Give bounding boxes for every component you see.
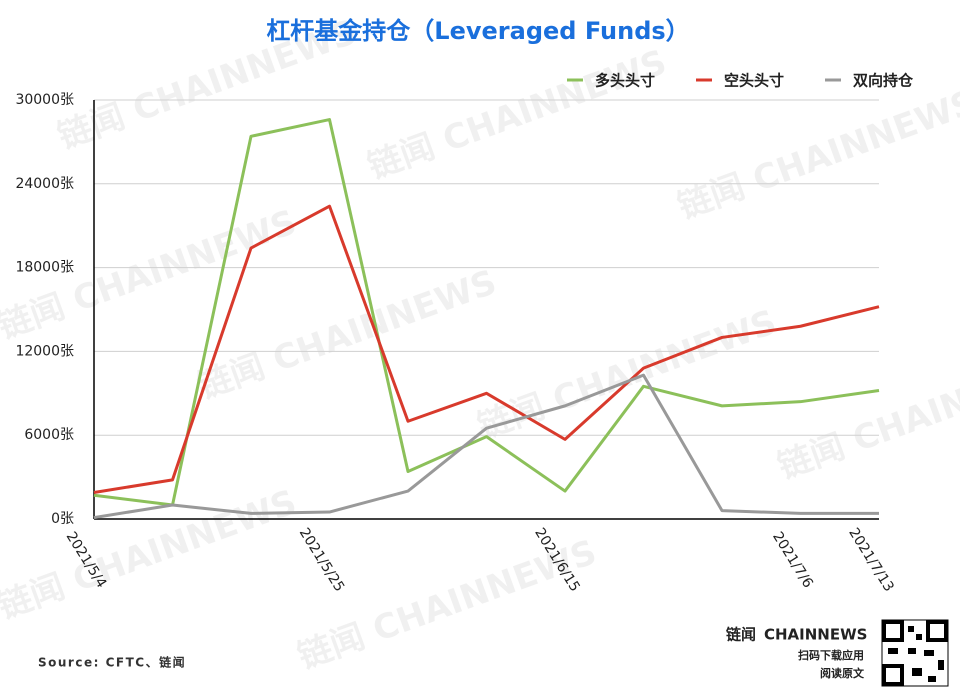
chart-title: 杠杆基金持仓（Leveraged Funds）: [266, 17, 689, 45]
legend-label: 空头头寸: [724, 72, 784, 90]
brand-en: CHAINNEWS: [764, 626, 867, 644]
y-tick-label: 12000张: [15, 343, 74, 359]
read-text: 阅读原文: [820, 666, 865, 680]
series-line: [93, 204, 880, 494]
series-line: [93, 373, 879, 520]
y-tick-label: 6000张: [24, 427, 74, 443]
series-line: [93, 118, 880, 507]
y-tick-label: 0张: [51, 511, 74, 527]
qr-code: [881, 619, 949, 687]
brand-cn: 链闻: [726, 626, 756, 644]
legend-label: 双向持仓: [853, 72, 914, 90]
y-tick-label: 18000张: [15, 260, 74, 276]
download-text: 扫码下载应用: [798, 648, 864, 662]
y-tick-label: 24000张: [15, 176, 74, 192]
legend-label: 多头头寸: [595, 72, 655, 90]
y-tick-label: 30000张: [15, 92, 74, 108]
source: Source: CFTC、链闻: [38, 655, 186, 670]
